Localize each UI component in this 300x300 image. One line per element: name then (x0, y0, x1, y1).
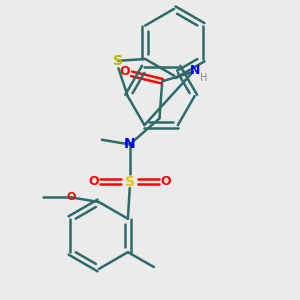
Text: N: N (190, 64, 200, 76)
Text: O: O (120, 65, 130, 79)
Text: O: O (88, 175, 99, 188)
Text: O: O (66, 192, 76, 203)
Text: S: S (113, 54, 123, 68)
Text: O: O (160, 175, 171, 188)
Text: N: N (124, 137, 136, 152)
Text: S: S (125, 175, 135, 189)
Text: H: H (200, 74, 208, 83)
